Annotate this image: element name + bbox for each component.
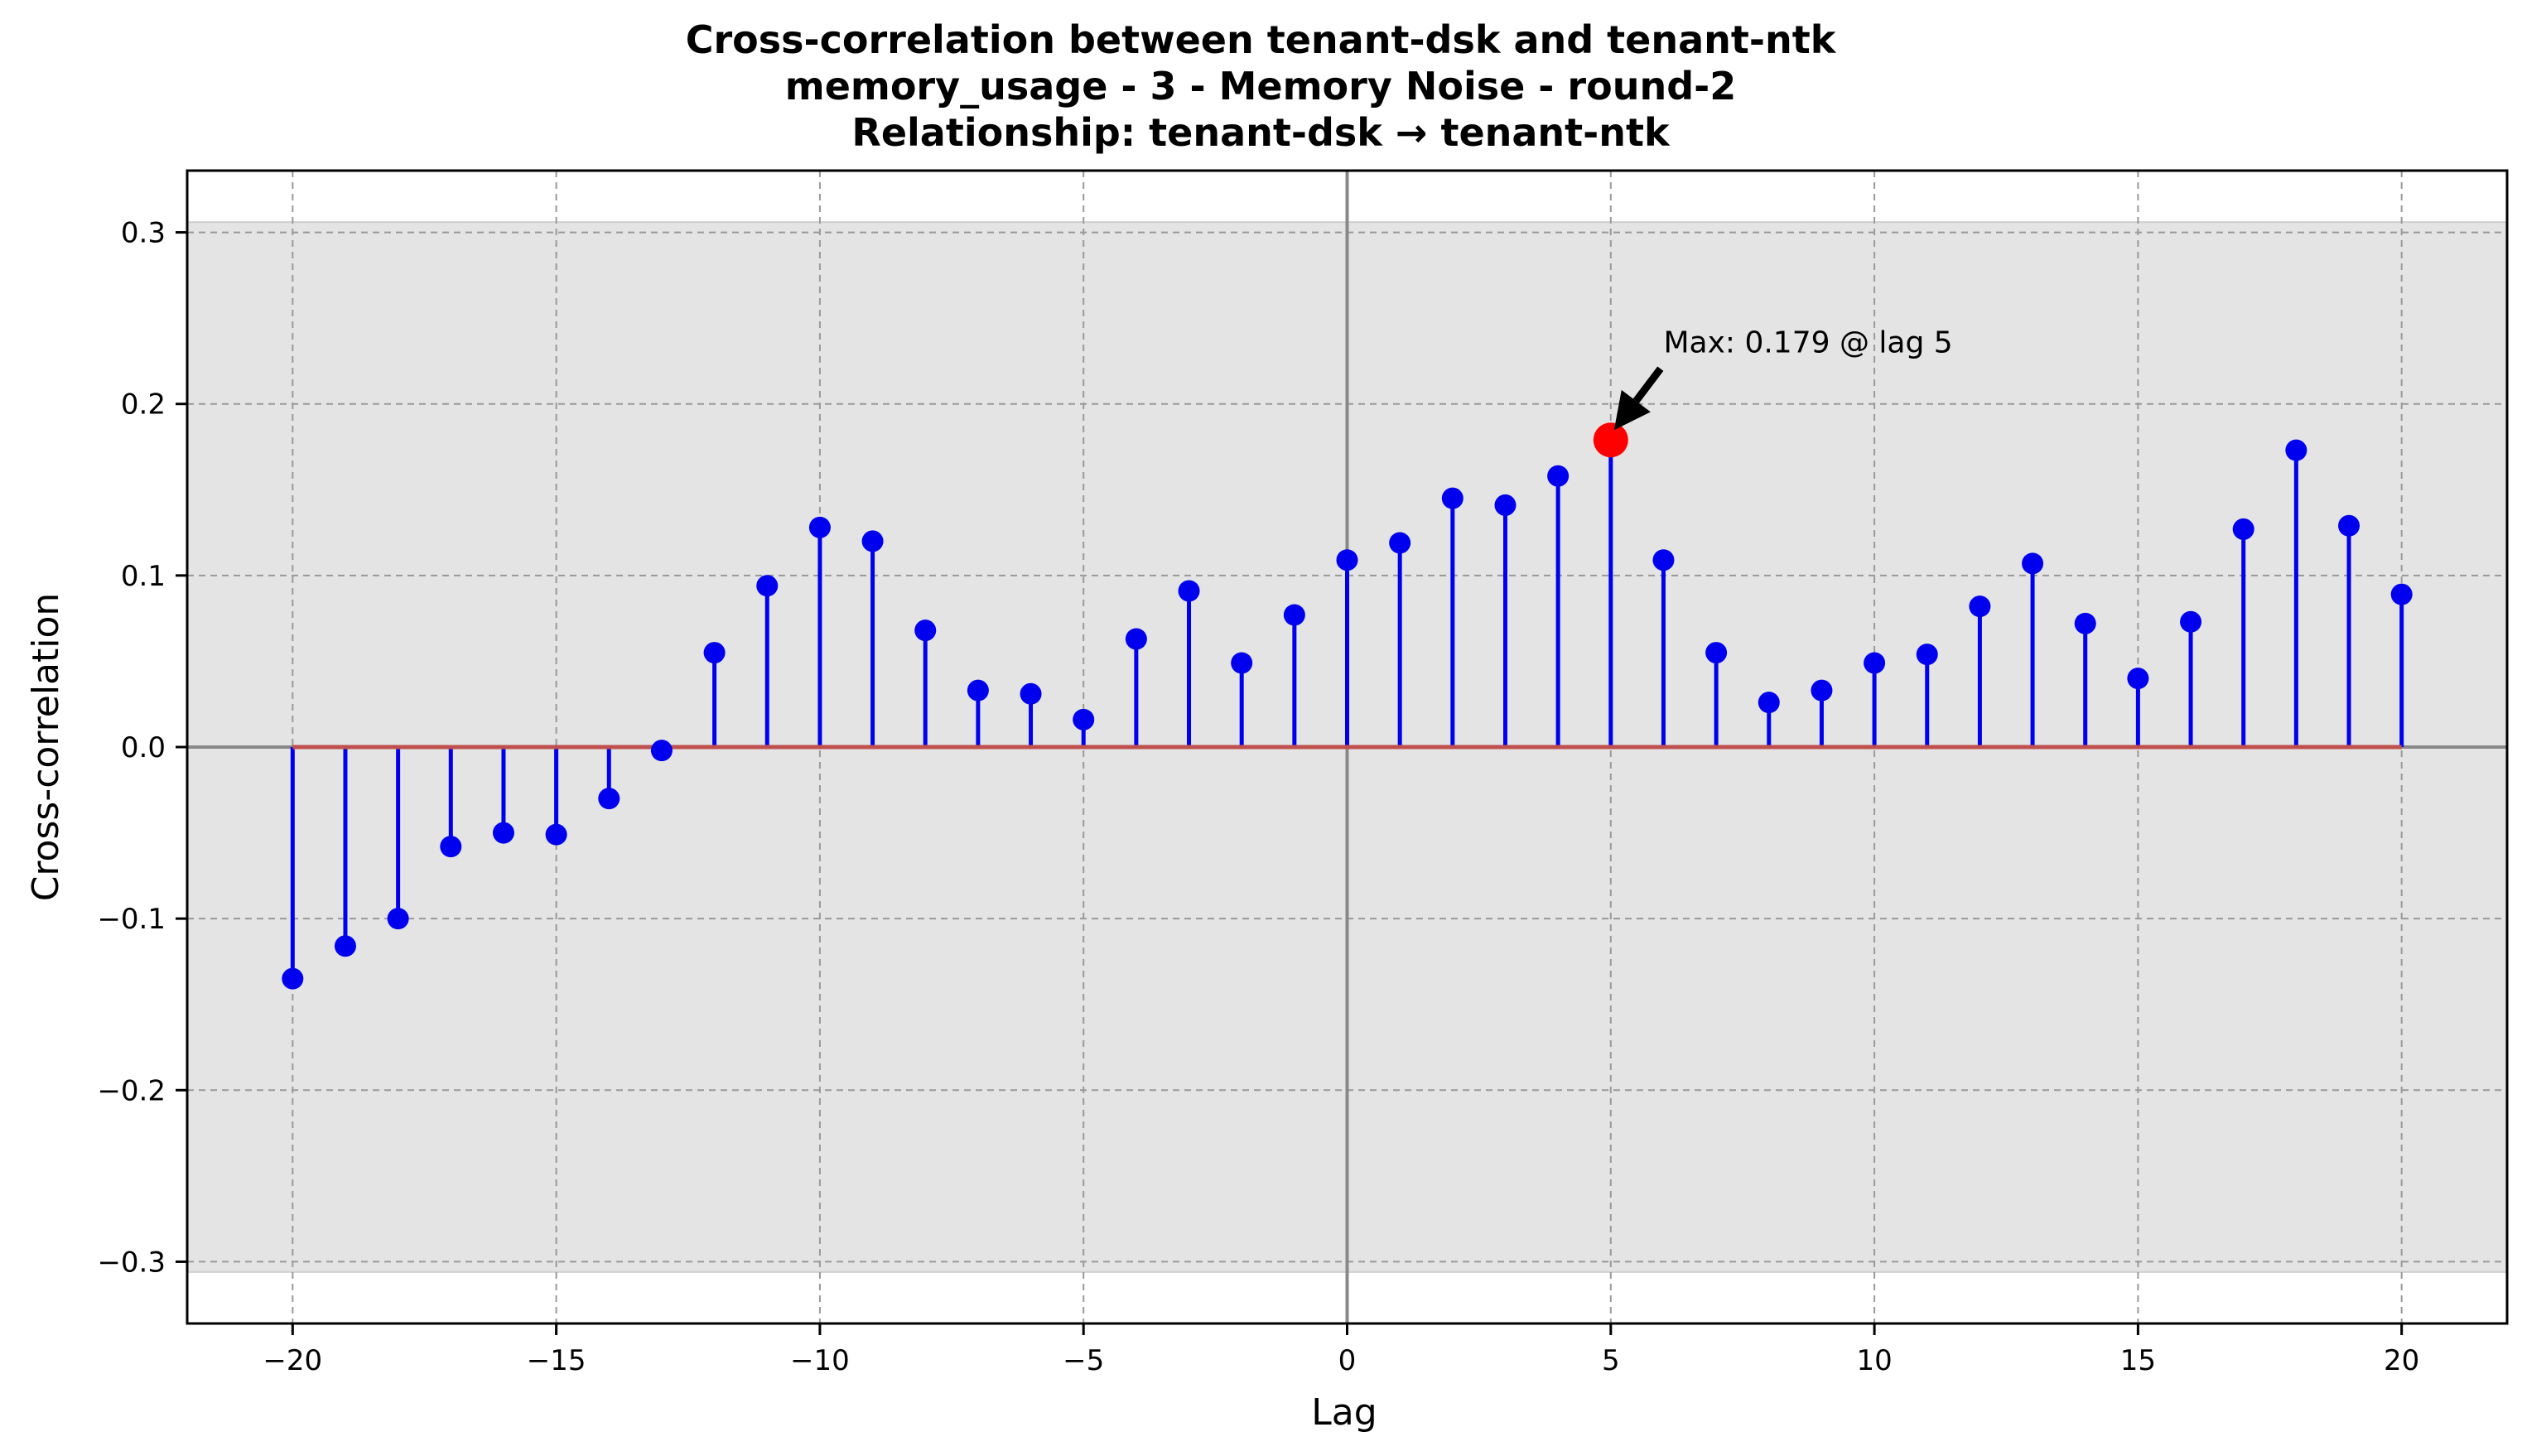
stem-marker	[1811, 679, 1833, 701]
x-tick-label: −20	[263, 1344, 322, 1377]
stem-marker	[1231, 652, 1253, 674]
chart-title-line-1: Cross-correlation between tenant-dsk and…	[686, 17, 1837, 62]
stem-marker	[2180, 610, 2202, 633]
annotation-arrow-head	[1613, 389, 1651, 431]
stem-marker	[1916, 644, 1938, 666]
stem-marker	[1020, 682, 1042, 705]
plot-area: Max: 0.179 @ lag 5 −20 −15 −10 −5 0 5 10 15 20 0.3…	[97, 169, 2509, 1377]
stem-marker	[282, 967, 304, 990]
chart-title-line-2: memory_usage - 3 - Memory Noise - round-…	[785, 64, 1736, 108]
stem-marker	[1441, 487, 1464, 509]
stem-marker	[598, 788, 620, 810]
stem-marker	[1705, 642, 1728, 664]
stem-marker	[1864, 652, 1886, 674]
y-tick-label: −0.2	[97, 1074, 166, 1107]
stem-marker	[756, 575, 779, 597]
stem-marker	[1494, 494, 1517, 516]
x-tick-label: 5	[1602, 1344, 1620, 1377]
stem-marker	[1758, 692, 1780, 714]
x-axis-label: Lag	[1311, 1391, 1377, 1434]
stem-marker	[2127, 668, 2149, 690]
y-tick-label: 0.1	[121, 560, 166, 593]
stem-marker	[967, 679, 989, 701]
stem-marker	[2022, 552, 2044, 575]
x-tick-label: 0	[1338, 1344, 1357, 1377]
y-axis-label: Cross-correlation	[25, 593, 67, 902]
y-tick-label: −0.1	[97, 903, 166, 936]
stem-marker	[861, 530, 884, 552]
stem-marker	[2338, 514, 2360, 537]
stem-marker	[440, 836, 462, 858]
stem-marker	[914, 620, 937, 642]
y-tick-label: 0.3	[121, 217, 166, 250]
stem-marker	[1283, 604, 1305, 626]
stem-marker	[1178, 580, 1200, 602]
x-tick-label: −5	[1063, 1344, 1104, 1377]
chart-title-line-3: Relationship: tenant-dsk → tenant-ntk	[851, 110, 1671, 155]
stem-marker	[650, 740, 673, 762]
annotation-arrow-shaft	[1632, 366, 1664, 403]
x-tick-label: 10	[1856, 1344, 1892, 1377]
stem-marker	[2285, 439, 2307, 461]
stem-marker	[1547, 465, 1570, 487]
y-tick-label: −0.3	[97, 1246, 166, 1279]
stem-marker	[1969, 595, 1991, 618]
stem-marker	[808, 516, 831, 538]
stem-marker	[2390, 583, 2413, 605]
stem-marker	[387, 908, 409, 930]
stem-marker	[1336, 549, 1358, 571]
stem-marker	[703, 642, 726, 664]
stem-marker	[2232, 518, 2254, 540]
stem-marker	[2074, 612, 2096, 634]
y-tick-label: 0.0	[121, 731, 166, 764]
y-tick-label: 0.2	[121, 388, 166, 422]
x-tick-label: −10	[790, 1344, 850, 1377]
max-annotation: Max: 0.179 @ lag 5	[1663, 326, 1952, 360]
stem-marker	[1389, 532, 1411, 554]
stem-marker	[334, 935, 356, 957]
stem-marker	[545, 823, 567, 846]
stem-marker	[492, 822, 514, 844]
stem-marker	[1073, 708, 1095, 730]
stem-marker	[1652, 549, 1675, 571]
stem-marker	[1125, 628, 1147, 650]
x-tick-label: 20	[2384, 1344, 2419, 1377]
x-tick-label: 15	[2120, 1344, 2156, 1377]
max-marker	[1593, 422, 1628, 458]
x-tick-label: −15	[527, 1344, 586, 1377]
